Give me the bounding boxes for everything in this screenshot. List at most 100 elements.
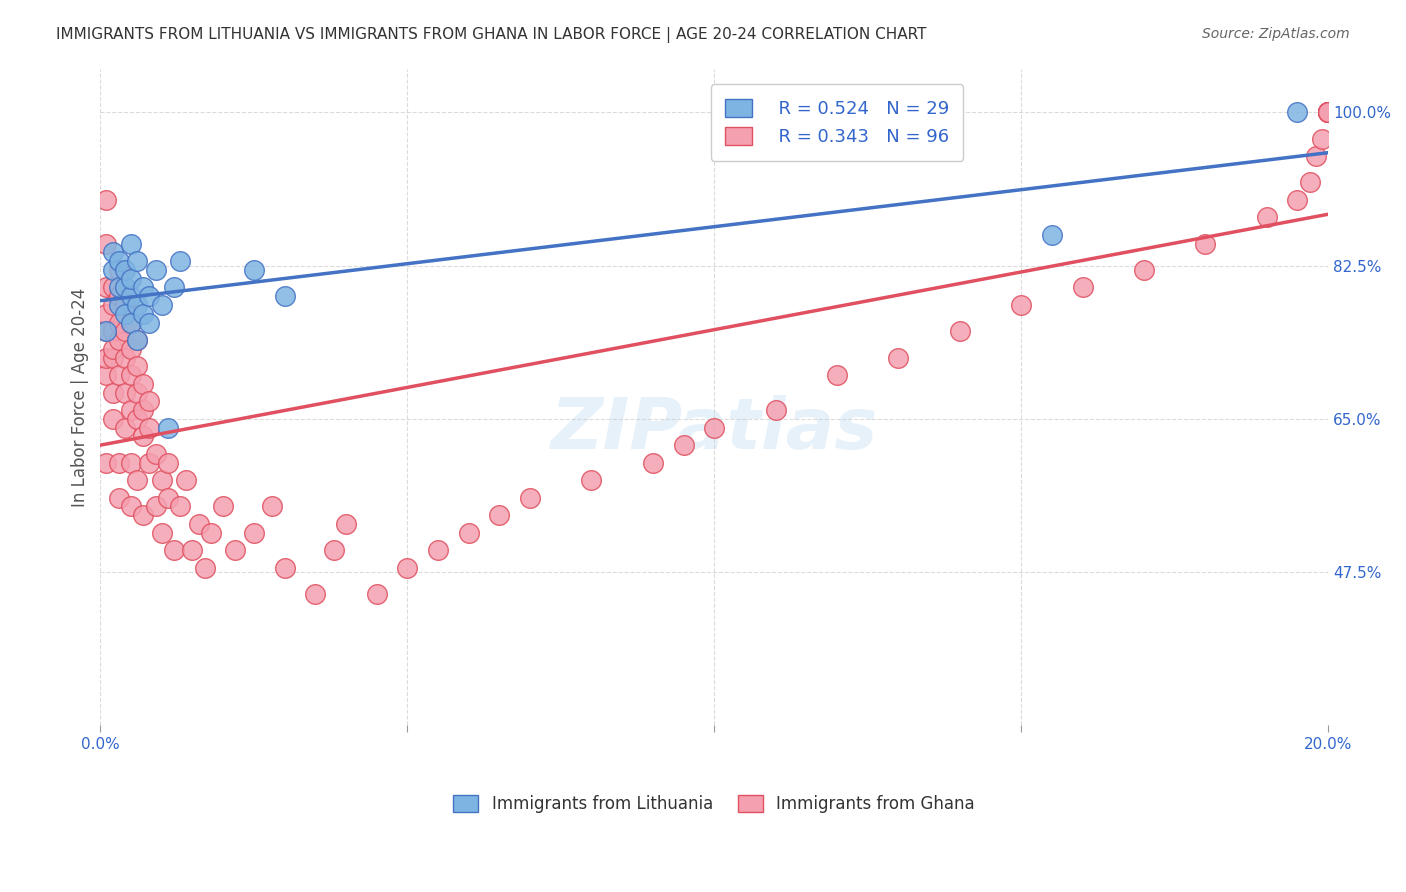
Point (1286, 105, 1309, 120)
Point (163, 543, 186, 558)
Point (132, 429, 155, 443)
Point (114, 351, 136, 365)
Point (107, 289, 129, 303)
Point (127, 359, 149, 374)
Point (101, 263, 124, 277)
Point (107, 368, 129, 382)
Point (107, 280, 129, 294)
Point (335, 516, 357, 531)
Point (1286, 193, 1309, 207)
Point (120, 403, 142, 417)
Point (127, 333, 149, 347)
Point (138, 456, 160, 470)
Point (127, 298, 149, 312)
Point (273, 289, 295, 303)
Point (120, 342, 142, 356)
Point (138, 289, 160, 303)
Point (132, 403, 155, 417)
Point (132, 280, 155, 294)
Point (224, 543, 246, 558)
Point (581, 473, 603, 487)
Point (1305, 149, 1327, 163)
Point (212, 500, 235, 514)
Point (150, 473, 173, 487)
Point (156, 456, 179, 470)
Point (96, 456, 118, 470)
Point (169, 254, 191, 268)
Point (132, 307, 155, 321)
Point (101, 385, 124, 400)
Point (132, 508, 155, 523)
Y-axis label: In Labor Force | Age 20-24: In Labor Force | Age 20-24 (72, 287, 89, 507)
Point (488, 508, 510, 523)
Point (120, 316, 142, 330)
Point (1317, 105, 1340, 120)
Point (519, 491, 541, 505)
Point (127, 412, 149, 426)
Point (127, 254, 149, 268)
Point (120, 289, 142, 303)
Point (114, 307, 136, 321)
Legend: Immigrants from Lithuania, Immigrants from Ghana: Immigrants from Lithuania, Immigrants fr… (446, 786, 983, 821)
Point (96, 307, 118, 321)
Point (107, 491, 129, 505)
Point (138, 316, 160, 330)
Point (127, 473, 149, 487)
Point (1310, 131, 1333, 145)
Point (169, 500, 191, 514)
Point (1317, 105, 1340, 120)
Point (1010, 298, 1032, 312)
Point (120, 368, 142, 382)
Point (187, 516, 209, 531)
Point (243, 263, 266, 277)
Point (1133, 263, 1156, 277)
Point (120, 500, 142, 514)
Point (304, 587, 326, 601)
Point (322, 543, 344, 558)
Point (114, 298, 136, 312)
Point (765, 403, 787, 417)
Point (120, 236, 142, 251)
Point (457, 525, 479, 540)
Point (96, 324, 118, 338)
Point (1317, 105, 1340, 120)
Point (150, 298, 173, 312)
Point (107, 298, 129, 312)
Point (114, 324, 136, 338)
Point (1071, 280, 1094, 294)
Point (101, 324, 124, 338)
Point (366, 587, 388, 601)
Point (887, 351, 910, 365)
Point (96, 280, 118, 294)
Point (1317, 105, 1340, 120)
Point (427, 543, 450, 558)
Point (1317, 105, 1340, 120)
Text: Source: ZipAtlas.com: Source: ZipAtlas.com (1202, 27, 1350, 41)
Point (107, 263, 129, 277)
Point (96, 368, 118, 382)
Point (101, 298, 124, 312)
Point (156, 491, 179, 505)
Text: IMMIGRANTS FROM LITHUANIA VS IMMIGRANTS FROM GHANA IN LABOR FORCE | AGE 20-24 CO: IMMIGRANTS FROM LITHUANIA VS IMMIGRANTS … (56, 27, 927, 43)
Point (150, 525, 173, 540)
Point (200, 525, 222, 540)
Point (273, 560, 295, 574)
Point (145, 500, 167, 514)
Point (120, 271, 142, 285)
Point (949, 324, 972, 338)
Point (138, 394, 160, 409)
Point (101, 342, 124, 356)
Point (96, 236, 118, 251)
Point (672, 438, 695, 452)
Point (176, 473, 198, 487)
Point (138, 420, 160, 434)
Point (101, 245, 124, 260)
Point (396, 560, 419, 574)
Point (181, 543, 204, 558)
Point (243, 525, 266, 540)
Point (101, 351, 124, 365)
Point (1317, 105, 1340, 120)
Point (101, 280, 124, 294)
Point (1256, 211, 1278, 225)
Point (1040, 227, 1063, 242)
